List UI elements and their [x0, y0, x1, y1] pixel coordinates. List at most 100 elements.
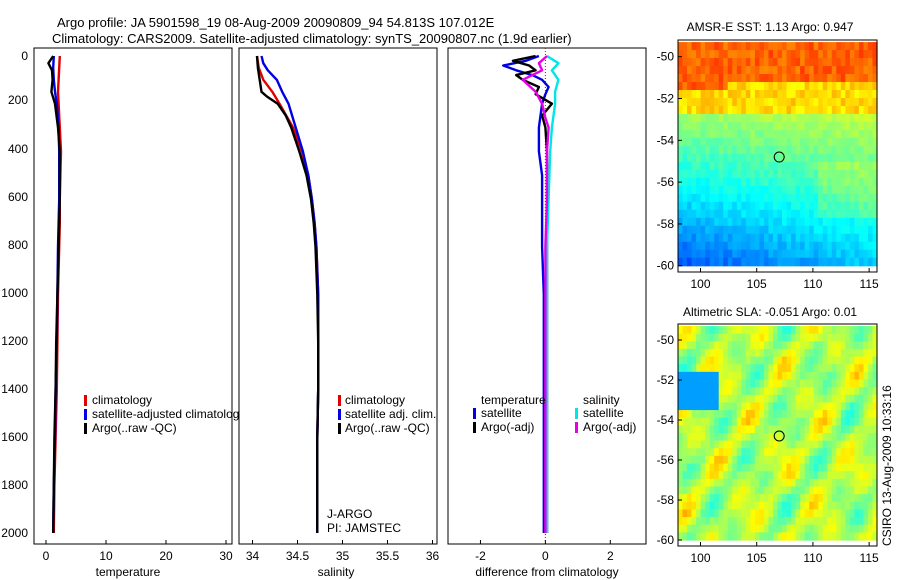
heatmap-cell [845, 433, 851, 442]
temperature-series [47, 55, 63, 534]
heatmap-cell [691, 185, 697, 195]
heatmap-cell [809, 455, 815, 465]
heatmap-cell [759, 217, 765, 227]
heatmap-cell [809, 410, 815, 419]
heatmap-cell [831, 42, 837, 51]
heatmap-cell [782, 121, 788, 131]
heatmap-cell [754, 233, 761, 243]
heatmap-cell [745, 356, 751, 365]
heatmap-cell [863, 137, 869, 147]
heatmap-cell [867, 161, 874, 171]
heatmap-cell [745, 341, 751, 350]
heatmap-cell [836, 379, 842, 388]
heatmap-cell [795, 402, 801, 411]
heatmap-cell [696, 402, 702, 411]
heatmap-cell [791, 169, 797, 179]
y-tick-label: -58 [657, 493, 675, 507]
heatmap-cell [782, 478, 788, 488]
heatmap-cell [827, 177, 833, 187]
heatmap-cell [818, 233, 824, 243]
heatmap-cell [782, 193, 788, 203]
heatmap-cell [845, 494, 851, 503]
heatmap-cell [709, 217, 715, 227]
heatmap-cell [736, 217, 742, 227]
heatmap-cell [854, 217, 860, 227]
heatmap-cell [867, 129, 874, 139]
heatmap-cell [840, 509, 846, 518]
heatmap-cell [732, 471, 738, 480]
heatmap-cell [863, 410, 869, 419]
heatmap-cell [831, 463, 837, 472]
heatmap-cell [840, 58, 846, 67]
heatmap-cell [782, 50, 788, 59]
heatmap-cell [727, 379, 733, 388]
legend-header-temperature: temperature [481, 393, 546, 407]
heatmap-cell [714, 417, 720, 426]
heatmap-cell [777, 66, 783, 75]
heatmap-cell [827, 364, 833, 373]
heatmap-cell [804, 532, 810, 541]
heatmap-cell [772, 209, 779, 219]
heatmap-cell [678, 217, 684, 227]
heatmap-cell [818, 371, 824, 381]
heatmap-cell [858, 501, 865, 511]
heatmap-cell [822, 113, 828, 123]
heatmap-cell [727, 356, 733, 365]
heatmap-cell [863, 364, 869, 373]
heatmap-cell [714, 66, 720, 75]
heatmap-cell [754, 394, 761, 404]
heatmap-cell [840, 501, 846, 511]
heatmap-cell [800, 82, 806, 91]
heatmap-cell [840, 326, 846, 335]
heatmap-cell [700, 379, 706, 388]
heatmap-cell [709, 448, 715, 457]
heatmap-cell [858, 410, 865, 419]
heatmap-cell [809, 463, 815, 472]
heatmap-cell [800, 425, 806, 434]
heatmap-cell [795, 105, 801, 115]
heatmap-cell [854, 145, 860, 155]
heatmap-cell [678, 532, 684, 541]
heatmap-cell [714, 129, 720, 139]
heatmap-cell [863, 348, 869, 358]
heatmap-cell [687, 501, 693, 511]
heatmap-cell [678, 379, 684, 388]
heatmap-cell [791, 201, 797, 211]
heatmap-cell [791, 161, 797, 171]
heatmap-cell [736, 145, 742, 155]
sla-map-frame [677, 323, 878, 547]
heatmap-cell [736, 455, 742, 465]
heatmap-cell [872, 257, 878, 267]
heatmap-cell [813, 241, 819, 251]
heatmap-cell [700, 42, 706, 51]
heatmap-cell [678, 169, 684, 179]
heatmap-cell [696, 501, 702, 511]
heatmap-cell [741, 113, 747, 123]
heatmap-cell [718, 364, 724, 373]
heatmap-cell [822, 364, 828, 373]
heatmap-cell [750, 417, 756, 426]
heatmap-cell [736, 113, 742, 123]
heatmap-cell [813, 494, 819, 503]
heatmap-cell [687, 249, 693, 259]
heatmap-cell [678, 58, 684, 67]
heatmap-cell [736, 494, 742, 503]
heatmap-cell [727, 364, 733, 373]
heatmap-cell [772, 90, 779, 99]
heatmap-cell [763, 326, 770, 335]
heatmap-cell [800, 387, 806, 396]
heatmap-cell [795, 440, 801, 449]
heatmap-cell [849, 225, 855, 235]
heatmap-cell [732, 402, 738, 411]
heatmap-cell [745, 501, 751, 511]
heatmap-cell [736, 233, 742, 243]
heatmap-cell [800, 326, 806, 335]
heatmap-cell [714, 471, 720, 480]
heatmap-cell [849, 379, 855, 388]
heatmap-cell [754, 42, 761, 51]
heatmap-cell [772, 42, 779, 51]
heatmap-cell [691, 333, 697, 342]
heatmap-cell [687, 153, 693, 163]
heatmap-cell [696, 471, 702, 480]
argo-location-marker [773, 151, 785, 163]
